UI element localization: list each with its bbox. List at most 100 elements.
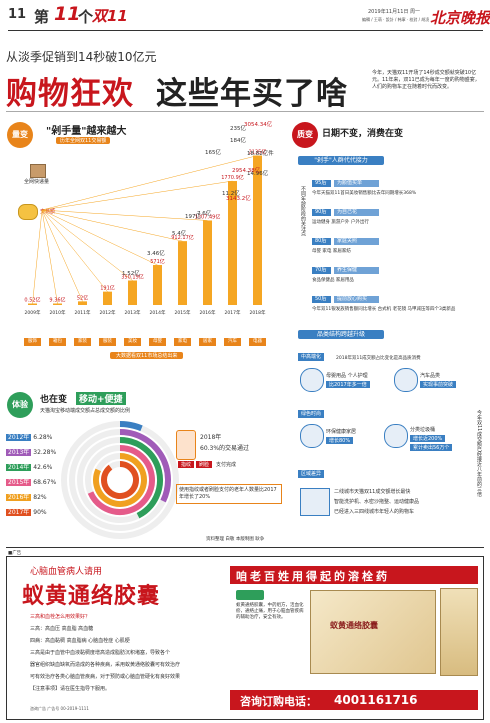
volume-label: 18.82亿件 <box>247 149 274 157</box>
bar-value-label: 571亿 <box>150 258 165 265</box>
upgrade-item-2-badge: 实现事前突破 <box>420 381 457 388</box>
fingerprint-text: 60.3%的交易通过 <box>200 445 250 452</box>
year-tick-label: 2012年 <box>100 309 116 316</box>
connector-line <box>41 155 258 211</box>
mobile-year: 2016年 <box>6 494 32 501</box>
gen-title: 为颜值买单 <box>334 180 379 187</box>
section-di: 第 <box>34 8 50 26</box>
ad-left-line: 三高和血栓怎么用效果好？ <box>30 614 91 620</box>
ad-left-line: 三高：高血压 高血脂 高血糖 <box>30 626 94 632</box>
year-tick-label: 2017年 <box>225 309 241 316</box>
section-shuang: 双11 <box>92 7 128 25</box>
gen-tag: 70后 <box>312 267 331 274</box>
gen-tag: 50后 <box>312 296 331 303</box>
bar-2013年 <box>128 280 137 305</box>
year-tick-label: 2015年 <box>175 309 191 316</box>
phone-icon <box>176 430 196 460</box>
category-pill: 美妆 <box>124 338 141 346</box>
credit-line: 资料整理 白敬 本版制图 耿争 <box>206 537 265 542</box>
date-line: 2019年11月11日 周一 <box>368 9 421 15</box>
ring-arc-2014年 <box>119 437 163 519</box>
area-line-2: 智能洗护机、水密沙拖整、运动健康品 <box>334 499 420 505</box>
annotation-label: 184亿 <box>230 136 246 144</box>
bar-value-label: 52亿 <box>77 294 88 301</box>
mobile-title-b: 移动+便捷 <box>76 392 126 405</box>
mobile-year: 2013年 <box>6 449 32 456</box>
annotation-label: 235亿 <box>230 124 246 132</box>
ad-left-title-small: 心脑血管病人请用 <box>30 567 103 577</box>
green-item-1-badge: 增长80% <box>326 437 354 444</box>
green-item-2-badge2: 累计卖出56万个 <box>410 444 453 451</box>
gen-text: 食品保健品 家居用品 <box>312 278 354 283</box>
category-pill: 服饰 <box>24 338 41 346</box>
volume-label: 14.96亿 <box>247 169 269 177</box>
ad-phone-bar <box>230 690 478 710</box>
year-tick-label: 2016年 <box>200 309 216 316</box>
volume-label: 7.6亿 <box>197 209 212 217</box>
mobile-year: 2017年 <box>6 509 32 516</box>
pay-tag-fingerprint: 指纹 <box>178 461 195 468</box>
bar-value-label: 1770.9亿 <box>221 174 244 181</box>
mobile-year-row: 2015年 68.67% <box>6 477 56 486</box>
fingerprint-year: 2018年 <box>200 434 222 441</box>
year-tick-label: 2014年 <box>150 309 166 316</box>
connector-line <box>41 180 233 211</box>
annotation-label: 3054.34亿 <box>244 120 273 128</box>
city-icon <box>300 488 330 516</box>
home-icon <box>300 424 324 448</box>
section-ge: 个 <box>78 8 94 26</box>
bar-value-label: 1207.49亿 <box>195 213 221 220</box>
upgrade-item-1-title: 母婴用品 个人护理 <box>326 373 368 379</box>
tag-liang: 量变 <box>7 122 33 148</box>
ad-phone-number: 4001161716 <box>334 693 418 707</box>
bar-2012年 <box>103 291 112 305</box>
connector-line <box>41 209 208 221</box>
section-num: 11 <box>54 3 81 25</box>
label-wuliu: 全网快递量 <box>24 179 50 185</box>
elderly-box: 使用指纹或者刷脸支付的老年人数量比2017年增长了20% <box>176 484 282 504</box>
mobile-year-row: 2016年 82% <box>6 492 47 501</box>
headline-subtitle: 从淡季促销到14秒破10亿元 <box>6 50 157 64</box>
category-pill: 母婴 <box>149 338 166 346</box>
gen-text: 母婴 家电 家居家纺 <box>312 249 351 254</box>
category-pill: 居家 <box>199 338 216 346</box>
pay-tag-face: 刷脸 <box>196 461 213 468</box>
bar-2009年 <box>28 303 37 305</box>
label-jiaoyi: 交易额 <box>40 209 56 215</box>
bar-2017年 <box>228 181 237 305</box>
ad-left-title-big: 蚁黄通络胶囊 <box>22 584 161 609</box>
headline-title-2: 这些年买了啥 <box>156 76 348 112</box>
mobile-year: 2012年 <box>6 434 32 441</box>
upgrade-tag: 中高端化 <box>298 353 325 361</box>
mobile-pct: 6.28% <box>33 434 53 441</box>
category-pill: 家电 <box>174 338 191 346</box>
green-item-1-title: 环保健康家居 <box>326 429 357 435</box>
area-tag: 区域差异 <box>298 470 325 478</box>
upgrade-item-2-title: 汽车品类 <box>420 373 441 379</box>
mobile-pct: 82% <box>33 494 47 501</box>
gen-side-label: 不同年龄阶段的关注点 <box>300 186 306 236</box>
gen-title: 家庭关照 <box>334 238 379 245</box>
ad-right-banner <box>230 566 478 584</box>
chart-footer-label: 大数据看双11市场总结出来 <box>110 352 184 359</box>
ad-left-line: 器官组织缺血缺氧而造成的各种疾病，采用蚁黄通络胶囊可有效治疗 <box>30 662 181 668</box>
connector-line <box>41 209 58 304</box>
category-pill: 家装 <box>74 338 91 346</box>
growth-chart: 0.52亿 2009年 9.36亿 2010年 52亿 2011年 191亿 2012年 350… <box>24 120 274 316</box>
ring-arc-2015年 <box>87 445 155 515</box>
mobile-year: 2015年 <box>6 479 32 486</box>
connector-line <box>41 209 158 266</box>
bar-value-label: 350.19亿 <box>121 273 144 280</box>
category-pill: 服装 <box>99 338 116 346</box>
ad-left-line: 四病：高血黏稠 高血脂病 心脑血栓症 心肌梗 <box>30 638 130 644</box>
mobile-year: 2014年 <box>6 464 32 471</box>
mobile-year-row: 2017年 90% <box>6 507 47 516</box>
bar-2014年 <box>153 265 162 305</box>
page-header: 11 第 11 个 双11 2019年11月11日 周一 編輯 / 王萌 · 設… <box>0 0 490 34</box>
vertical-note: 今年双11成交额已经接近八年前的三倍 <box>476 410 482 497</box>
annotation-label: 2954.38亿 <box>232 166 261 174</box>
bar-2016年 <box>203 220 212 305</box>
volume-label: 3.46亿 <box>147 249 165 257</box>
pay-text: 支付完成 <box>216 462 237 468</box>
annotation-label: 165亿 <box>205 148 221 156</box>
